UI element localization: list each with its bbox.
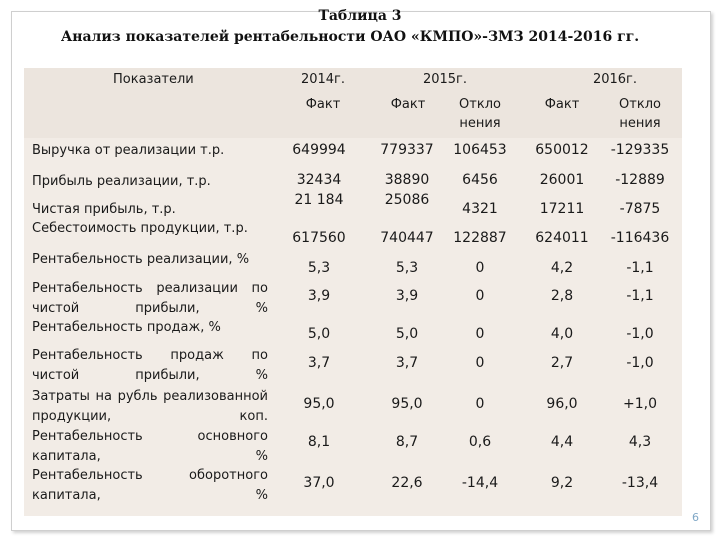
cell-value: 32434 — [296, 172, 342, 188]
cell-value: 779337 — [380, 142, 434, 158]
header-fact-2016: Факт — [544, 97, 580, 112]
cell-value: 0,6 — [468, 434, 492, 450]
row-label-sales-profitability-net: Рентабельность реализации по чистой приб… — [32, 281, 268, 316]
cell-value: 8,1 — [307, 434, 331, 450]
cell-value: 0 — [475, 396, 485, 412]
cell-value: 650012 — [535, 142, 589, 158]
cell-value: 4321 — [462, 201, 498, 217]
cell-value: 0 — [475, 326, 485, 342]
cell-value: 4,3 — [628, 434, 652, 450]
cell-value: -7875 — [619, 201, 661, 217]
row-label-fixed-capital-profitability: Рентабельность основного капитала, % — [32, 429, 268, 464]
cell-value: -13,4 — [621, 475, 659, 491]
header-deviation-2016-line2: нения — [619, 116, 661, 131]
cell-value: 649994 — [292, 142, 346, 158]
header-fact-2014: Факт — [305, 97, 341, 112]
row-label-sales-profit: Прибыль реализации, т.р. — [32, 174, 211, 189]
cell-value: 4,0 — [550, 326, 574, 342]
row-label-working-capital-profitability: Рентабельность оборотного капитала, % — [32, 468, 268, 503]
cell-value: -116436 — [610, 230, 670, 246]
header-year-2014: 2014г. — [300, 72, 346, 87]
cell-value: 617560 — [292, 230, 346, 246]
cell-value: 122887 — [453, 230, 507, 246]
cell-value: -1,0 — [626, 326, 654, 342]
cell-value: 5,0 — [395, 326, 419, 342]
cell-value: 9,2 — [550, 475, 574, 491]
cell-value: 26001 — [539, 172, 585, 188]
cell-value: 5,3 — [307, 260, 331, 276]
cell-value: 38890 — [384, 172, 430, 188]
cell-value: 22,6 — [391, 475, 423, 491]
cell-value: 8,7 — [395, 434, 419, 450]
cell-value: 3,7 — [395, 355, 419, 371]
table-header-background — [24, 68, 682, 138]
cell-value: 4,4 — [550, 434, 574, 450]
header-indicator: Показатели — [113, 72, 194, 87]
cell-value: 3,7 — [307, 355, 331, 371]
cell-value: -1,1 — [626, 260, 654, 276]
header-fact-2015: Факт — [390, 97, 426, 112]
cell-value: 0 — [475, 355, 485, 371]
row-label-sales-margin-net: Рентабельность продаж по чистой прибыли,… — [32, 348, 268, 383]
cell-value: 624011 — [535, 230, 589, 246]
cell-value: -12889 — [615, 172, 665, 188]
header-deviation-2016-line1: Откло — [619, 97, 661, 112]
cell-value: +1,0 — [623, 396, 657, 412]
table-background — [24, 68, 682, 516]
header-deviation-2015-line2: нения — [459, 116, 501, 131]
page-number: 6 — [692, 511, 699, 524]
cell-value: 5,0 — [307, 326, 331, 342]
row-label-revenue: Выручка от реализации т.р. — [32, 143, 225, 158]
row-label-sales-profitability: Рентабельность реализации, % — [32, 252, 250, 267]
cell-value: 21 184 — [294, 192, 344, 208]
cell-value: 37,0 — [303, 475, 335, 491]
cell-value: 6456 — [462, 172, 498, 188]
cell-value: 96,0 — [546, 396, 578, 412]
cell-value: 3,9 — [307, 288, 331, 304]
cell-value: -1,1 — [626, 288, 654, 304]
table-caption: Таблица 3 — [318, 8, 402, 24]
cell-value: 740447 — [380, 230, 434, 246]
header-year-2016: 2016г. — [592, 72, 638, 87]
cell-value: 95,0 — [391, 396, 423, 412]
cell-value: 95,0 — [303, 396, 335, 412]
cell-value: -1,0 — [626, 355, 654, 371]
cell-value: 0 — [475, 260, 485, 276]
cell-value: -129335 — [610, 142, 670, 158]
row-label-sales-margin: Рентабельность продаж, % — [32, 320, 221, 335]
cell-value: 4,2 — [550, 260, 574, 276]
row-label-cost: Себестоимость продукции, т.р. — [32, 221, 248, 236]
table-title: Анализ показателей рентабельности ОАО «К… — [60, 29, 640, 45]
header-year-2015: 2015г. — [422, 72, 468, 87]
cell-value: 3,9 — [395, 288, 419, 304]
row-label-cost-per-ruble: Затраты на рубль реализованной продукции… — [32, 389, 268, 424]
row-label-net-profit: Чистая прибыль, т.р. — [32, 202, 176, 217]
cell-value: 106453 — [453, 142, 507, 158]
cell-value: 2,8 — [550, 288, 574, 304]
cell-value: 0 — [475, 288, 485, 304]
header-deviation-2015-line1: Откло — [459, 97, 501, 112]
cell-value: 25086 — [384, 192, 430, 208]
cell-value: 17211 — [539, 201, 585, 217]
cell-value: -14,4 — [461, 475, 499, 491]
cell-value: 5,3 — [395, 260, 419, 276]
cell-value: 2,7 — [550, 355, 574, 371]
